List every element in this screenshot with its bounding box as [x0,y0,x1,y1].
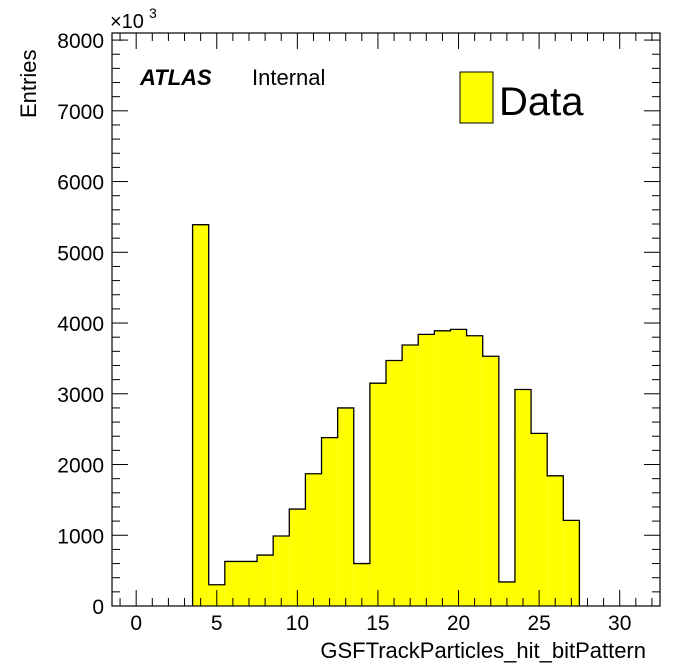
plot-frame [111,32,661,607]
histogram-bar [369,383,386,606]
histogram-bar [402,344,419,606]
histogram-bar [353,563,370,606]
histogram-bar [547,475,564,606]
x-tick-label: 25 [527,612,550,635]
y-axis-title: Entries [16,50,41,118]
y-axis-multiplier-exponent: 3 [149,5,157,21]
histogram-bar [273,535,290,606]
histogram-bar [289,509,306,606]
histogram-bars [191,224,581,607]
legend-label-data: Data [499,80,584,124]
y-tick-label: 5000 [57,242,104,265]
y-tick-label: 6000 [57,172,104,195]
y-tick-label: 2000 [57,455,104,478]
histogram-bar [240,561,258,606]
histogram-bar [321,437,338,606]
histogram-bar [305,473,322,606]
histogram-bar [498,581,515,606]
y-tick-label: 8000 [57,30,104,53]
x-tick-labels: 0 5 10 15 20 25 30 [130,612,631,635]
x-tick-label: 15 [366,612,389,635]
x-tick-label: 0 [130,612,142,635]
histogram-bar [418,334,435,606]
histogram-bar [337,407,354,606]
histogram-bar [482,356,499,606]
histogram-outline [191,224,581,606]
histogram-bar [531,433,548,606]
x-tick-label: 10 [286,612,309,635]
histogram-bar [466,335,483,606]
histogram-bar [563,520,580,606]
y-tick-label: 4000 [57,313,104,336]
y-tick-label: 0 [92,596,104,619]
histogram-bar [450,329,467,606]
y-axis-multiplier: ×10 [110,11,144,33]
histogram-bar [224,561,241,606]
x-tick-label: 5 [211,612,223,635]
y-tick-label: 3000 [57,384,104,407]
x-tick-label: 20 [447,612,470,635]
histogram-bar [514,389,532,606]
histogram-bar [386,360,403,606]
y-tick-label: 7000 [57,101,104,124]
x-tick-label: 30 [608,612,631,635]
histogram-bar [257,555,274,606]
histogram-bar [192,224,209,607]
histogram-bar [434,330,451,606]
y-tick-label: 1000 [57,525,104,548]
atlas-label: ATLAS [139,65,212,90]
internal-label: Internal [252,65,325,90]
legend-swatch [459,71,494,124]
y-tick-labels: 0 1000 2000 3000 4000 5000 6000 7000 8000 [57,30,104,619]
x-axis-title: GSFTrackParticles_hit_bitPattern [320,638,646,663]
axis-ticks [112,33,660,607]
